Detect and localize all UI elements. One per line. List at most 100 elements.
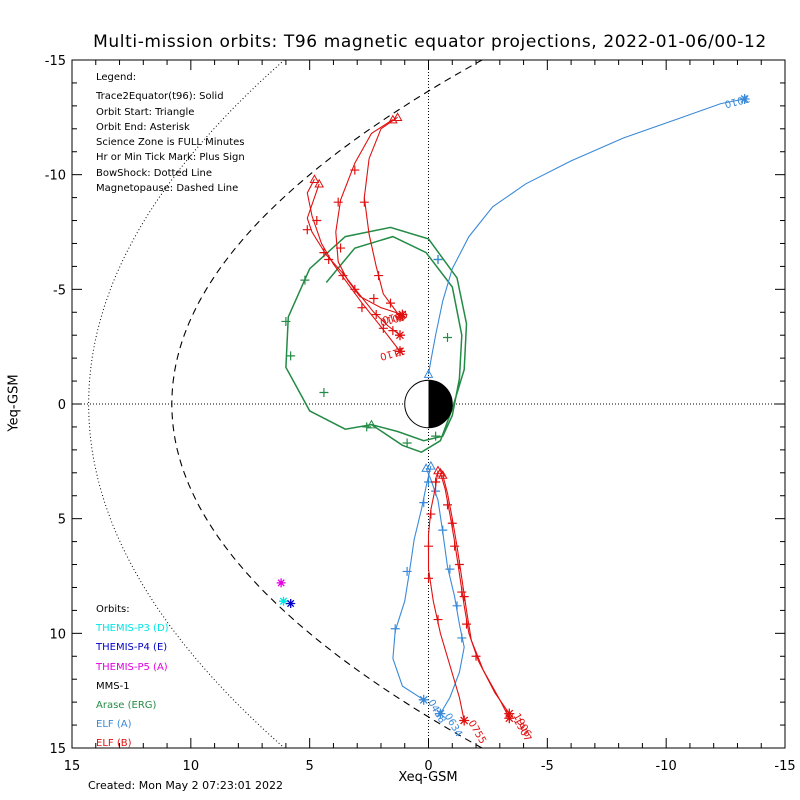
tick-mark <box>450 541 460 551</box>
tick-mark <box>457 587 467 597</box>
tick-mark <box>369 294 379 304</box>
themis-marker-0 <box>276 578 286 588</box>
x-tick-label: 0 <box>424 759 432 774</box>
x-tick-label: 5 <box>306 759 314 774</box>
legend-line-trace: Trace2Equator(t96): Solid <box>96 91 224 103</box>
bowshock-curve <box>88 59 285 749</box>
tick-mark <box>424 541 433 551</box>
orbit-start-marker <box>392 112 403 122</box>
legend-line-science: Science Zone is FULL Minutes <box>96 137 245 149</box>
tick-mark <box>402 566 412 576</box>
tick-mark <box>457 633 467 643</box>
earth-icon <box>404 379 453 429</box>
orbit-start-marker <box>421 463 431 472</box>
orbits-legend: Orbits: THEMIS-P3 (D) THEMIS-P4 (E) THEM… <box>96 600 169 754</box>
legend-line-tick: Hr or Min Tick Mark: Plus Sign <box>96 152 245 164</box>
tick-mark <box>281 316 291 326</box>
y-tick-label: -15 <box>45 54 66 69</box>
tick-mark <box>385 298 395 308</box>
trace-line <box>335 119 403 316</box>
orbit-end-marker <box>435 708 446 719</box>
tick-mark <box>350 284 360 294</box>
legend-box: Legend: Trace2Equator(t96): Solid Orbit … <box>96 70 245 196</box>
tick-mark <box>433 255 443 265</box>
tick-mark <box>443 500 453 510</box>
tick-mark <box>445 564 455 574</box>
orbit-end-marker <box>504 713 515 724</box>
legend-line-bowshock: BowShock: Dotted Line <box>96 167 212 179</box>
orbit-end-marker <box>739 94 750 104</box>
y-tick-label: 0 <box>58 398 66 413</box>
tick-mark <box>419 498 429 508</box>
orbit-start-marker <box>314 178 325 188</box>
orbit-markers <box>276 578 296 608</box>
tick-mark <box>390 624 400 634</box>
legend-line-end: Orbit End: Asterisk <box>96 121 190 133</box>
x-axis-label: Xeq-GSM <box>398 770 458 785</box>
orbit-start-marker <box>423 369 434 378</box>
orbit-trace-8: 0010 <box>359 112 406 327</box>
earth-night-side <box>428 380 453 428</box>
orbit-end-marker <box>459 715 470 726</box>
y-tick-label: 10 <box>49 627 66 642</box>
tick-mark <box>286 351 296 361</box>
tick-mark <box>426 509 436 519</box>
tick-mark <box>438 525 448 535</box>
x-tick-label: -15 <box>774 759 795 774</box>
orbit-themis-p4: THEMIS-P4 (E) <box>96 642 168 654</box>
legend-line-start: Orbit Start: Triangle <box>96 106 195 118</box>
tick-mark <box>350 165 360 175</box>
orbit-time-label: 0634 <box>442 712 464 740</box>
orbit-elf-a: ELF (A) <box>96 719 132 731</box>
tick-mark <box>431 431 441 441</box>
orbit-mms-1: MMS-1 <box>96 680 130 692</box>
tick-mark <box>443 332 453 342</box>
orbit-trace-6: 1907 <box>437 470 533 744</box>
tick-mark <box>433 615 443 625</box>
tick-mark <box>312 216 322 226</box>
trace-line <box>392 465 432 701</box>
orbit-end-marker <box>395 311 405 322</box>
created-timestamp: Created: Mon May 2 07:23:01 2022 <box>88 779 284 792</box>
tick-mark <box>333 197 343 207</box>
tick-mark <box>424 573 433 583</box>
orbit-themis-p5: THEMIS-P5 (A) <box>96 661 168 673</box>
themis-marker-2 <box>286 599 296 608</box>
y-tick-label: -5 <box>53 283 66 298</box>
y-tick-label: 5 <box>58 513 66 528</box>
orbit-end-marker <box>395 330 405 341</box>
tick-mark <box>357 303 367 313</box>
tick-mark <box>302 225 312 235</box>
orbit-start-marker <box>366 419 377 429</box>
tick-mark <box>447 518 457 528</box>
bowshock-line <box>88 59 285 749</box>
orbit-themis-p3: THEMIS-P3 (D) <box>96 623 169 635</box>
trace-line <box>363 116 401 318</box>
x-tick-label: 10 <box>183 759 200 774</box>
tick-mark <box>324 255 334 265</box>
y-tick-label: -10 <box>45 169 66 184</box>
tick-mark <box>452 601 462 611</box>
tick-mark <box>336 243 346 253</box>
orbit-end-marker <box>418 694 429 705</box>
tick-mark <box>300 275 310 285</box>
tick-mark <box>359 197 369 207</box>
chart-title: Multi-mission orbits: T96 magnetic equat… <box>93 32 767 52</box>
tick-mark <box>319 388 329 398</box>
orbit-end-marker <box>395 346 405 357</box>
tick-mark <box>431 477 441 487</box>
axis-ticks: 15 10 5 0 -5 -10 -15 -15 -10 -5 0 5 10 15 <box>45 54 796 774</box>
x-tick-label: -10 <box>656 759 677 774</box>
tick-mark <box>388 326 398 336</box>
orbit-arase: Arase (ERG) <box>96 700 157 712</box>
legend-heading: Legend: <box>96 72 137 83</box>
x-tick-label: -5 <box>541 759 554 774</box>
reference-lines <box>72 60 785 748</box>
orbit-time-label: 1110 <box>379 344 406 361</box>
tick-mark <box>454 560 464 570</box>
y-axis-label: Yeq-GSM <box>6 374 22 432</box>
x-tick-label: 15 <box>64 759 81 774</box>
